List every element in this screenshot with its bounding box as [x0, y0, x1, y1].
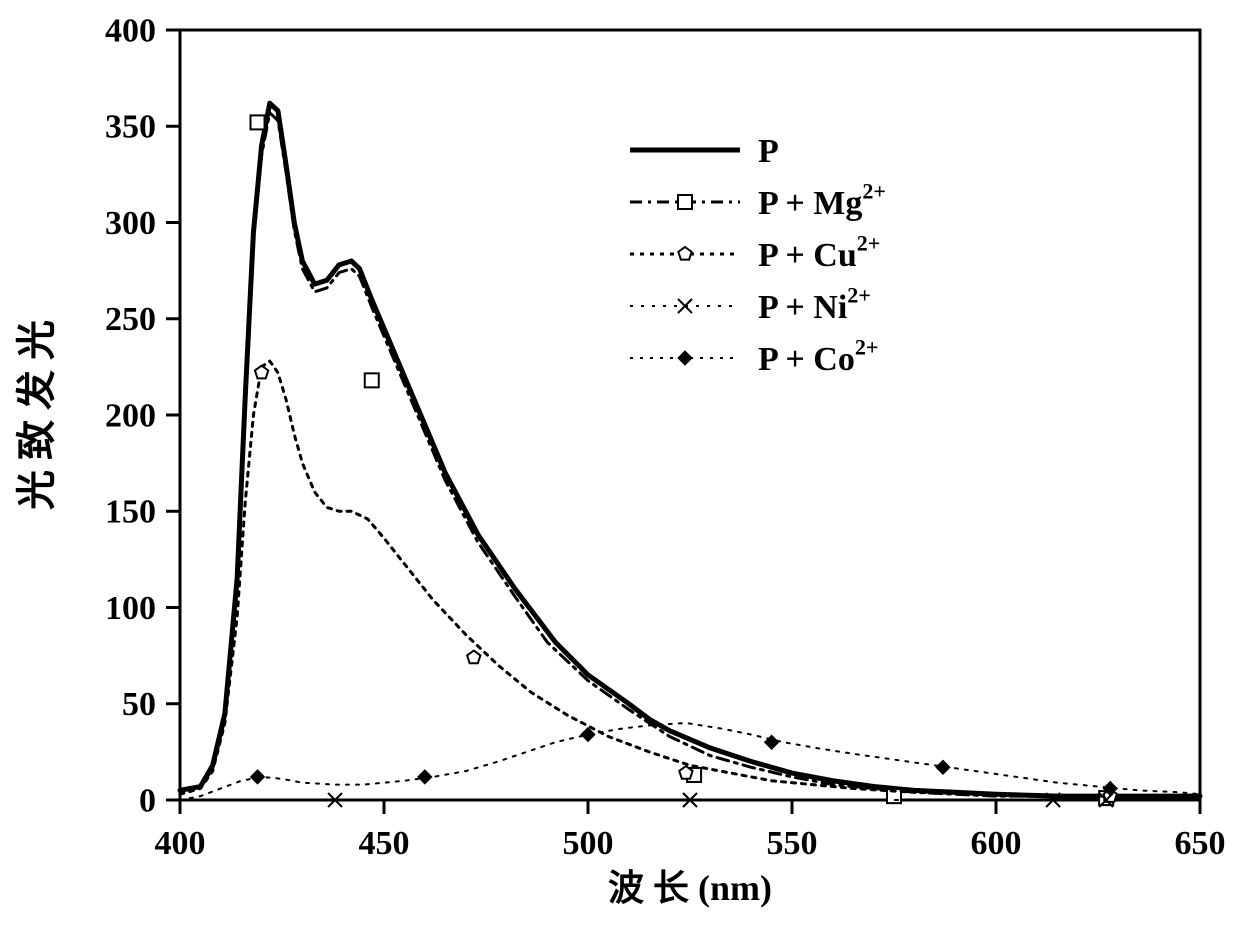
x-tick-label: 550: [767, 825, 818, 862]
y-tick-label: 350: [105, 109, 156, 146]
y-tick-label: 250: [105, 301, 156, 338]
x-tick-label: 600: [971, 825, 1022, 862]
y-tick-label: 0: [139, 782, 156, 819]
x-axis-label: 波 长 (nm): [608, 868, 772, 908]
legend-label: P: [758, 133, 779, 170]
x-tick-label: 650: [1175, 825, 1226, 862]
x-tick-label: 400: [155, 825, 206, 862]
y-tick-label: 150: [105, 494, 156, 531]
y-axis-label: 光 致 发 光: [14, 320, 59, 510]
pl-spectrum-chart: 400 450 500 550 600 650 0 50 100 150 200 250 300 350 4…: [0, 0, 1238, 939]
y-tick-label: 300: [105, 205, 156, 242]
y-tick-label: 100: [105, 590, 156, 627]
x-tick-label: 450: [359, 825, 410, 862]
y-tick-label: 400: [105, 12, 156, 49]
y-tick-label: 200: [105, 397, 156, 434]
y-tick-label: 50: [122, 686, 156, 723]
x-tick-label: 500: [563, 825, 614, 862]
